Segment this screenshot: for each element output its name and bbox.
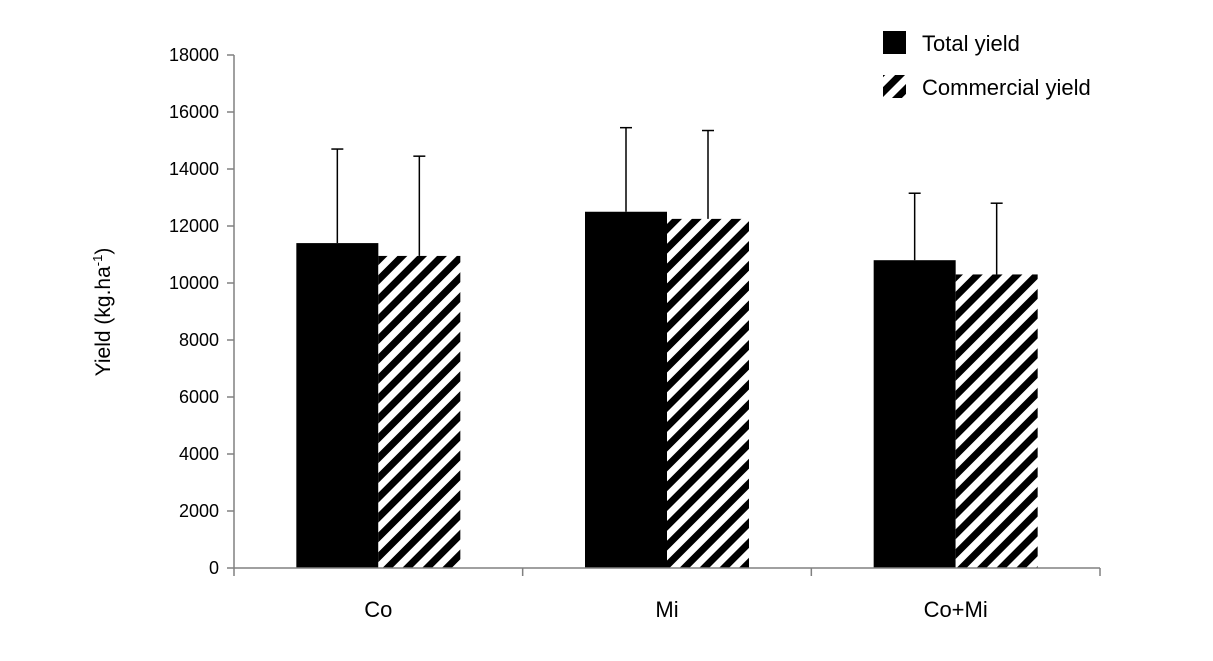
bar-total-yield-mi [585, 211, 667, 568]
x-category-label: Co+Mi [924, 597, 988, 622]
y-tick-label: 8000 [179, 330, 219, 350]
y-tick-label: 0 [209, 558, 219, 578]
y-tick-label: 4000 [179, 444, 219, 464]
bar-total-yield-co [296, 243, 379, 568]
bar-commercial-yield-co [378, 255, 461, 569]
bar-commercial-yield-mi [667, 218, 749, 568]
bar-total-yield-co-mi [873, 260, 956, 568]
bar-commercial-yield-co-mi [955, 274, 1038, 568]
y-axis-title-superscript: -1 [90, 255, 105, 267]
y-axis: 0 2000 4000 6000 8000 10000 12000 14000 16000 180… [169, 45, 235, 578]
y-axis-title-suffix: ) [92, 248, 115, 255]
x-category-label: Mi [655, 597, 678, 622]
y-tick-label: 18000 [169, 45, 219, 65]
legend-swatch-total-yield [883, 31, 906, 54]
legend-label-commercial-yield: Commercial yield [922, 75, 1091, 100]
y-tick-label: 2000 [179, 501, 219, 521]
legend-label-total-yield: Total yield [922, 31, 1020, 56]
x-axis: Co Mi Co+Mi [233, 567, 1101, 622]
y-axis-title-main: Yield (kg.ha [92, 266, 115, 376]
plot-area [296, 126, 1038, 569]
y-tick-label: 6000 [179, 387, 219, 407]
y-tick-label: 14000 [169, 159, 219, 179]
y-tick-label: 12000 [169, 216, 219, 236]
legend-swatch-commercial-yield [883, 75, 906, 98]
x-category-label: Co [364, 597, 392, 622]
y-axis-title: Yield (kg.ha-1) [90, 248, 115, 377]
y-tick-label: 10000 [169, 273, 219, 293]
y-tick-label: 16000 [169, 102, 219, 122]
legend: Total yield Commercial yield [883, 31, 1091, 100]
